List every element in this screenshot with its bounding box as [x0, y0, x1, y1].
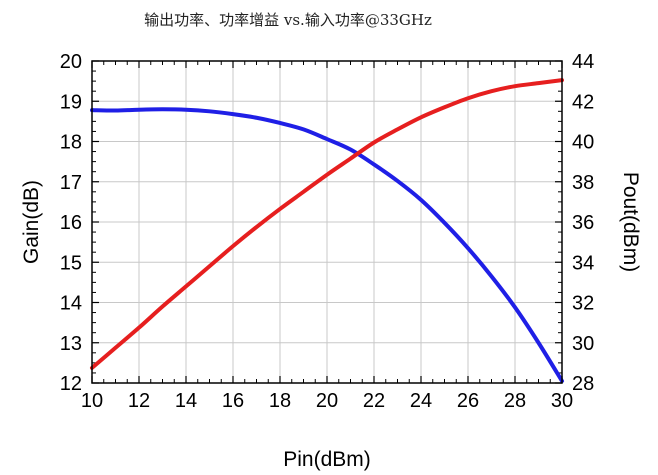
y-left-tick-label: 18 — [60, 132, 82, 154]
x-tick-label: 18 — [269, 390, 291, 412]
x-tick-label: 20 — [316, 390, 338, 412]
y-left-tick-label: 15 — [60, 252, 82, 274]
y-right-tick-label: 42 — [572, 91, 594, 113]
x-axis-label: Pin(dBm) — [283, 448, 371, 471]
x-tick-label: 28 — [504, 390, 526, 412]
x-tick-label: 24 — [410, 390, 432, 412]
x-tick-label: 26 — [457, 390, 479, 412]
y-left-tick-label: 12 — [60, 373, 82, 395]
plot-frame — [91, 60, 563, 384]
y-right-tick-label: 28 — [572, 373, 594, 395]
x-tick-label: 14 — [175, 390, 197, 412]
y-left-tick-label: 19 — [60, 91, 82, 113]
y-left-tick-label: 13 — [60, 333, 82, 355]
x-tick-labels: 10 12 14 16 18 20 22 24 26 28 30 — [81, 390, 573, 412]
y-right-tick-label: 34 — [572, 252, 594, 274]
y-right-tick-label: 40 — [572, 132, 594, 154]
gain-series-line — [90, 107, 564, 383]
y-right-tick-label: 38 — [572, 172, 594, 194]
y-right-tick-label: 44 — [572, 51, 594, 73]
y-left-tick-label: 16 — [60, 212, 82, 234]
x-tick-label: 12 — [128, 390, 150, 412]
y-left-tick-label: 14 — [60, 293, 82, 315]
chart-title: 输出功率、功率增益 vs.输入功率@33GHz — [144, 11, 432, 29]
y-right-tick-labels: 28 30 32 34 36 38 40 42 44 — [572, 51, 594, 395]
x-tick-label: 30 — [551, 390, 573, 412]
y-right-axis-label: Pout(dBm) — [619, 172, 642, 272]
pout-series-line — [90, 78, 564, 370]
series-lines — [90, 78, 564, 383]
x-tick-label: 10 — [81, 390, 103, 412]
y-left-tick-label: 17 — [60, 172, 82, 194]
y-right-tick-label: 30 — [572, 333, 594, 355]
y-left-axis-label: Gain(dB) — [20, 180, 43, 264]
y-right-tick-label: 32 — [572, 293, 594, 315]
y-left-tick-labels: 12 13 14 15 16 17 18 19 20 — [60, 51, 82, 395]
y-right-tick-label: 36 — [572, 212, 594, 234]
x-tick-label: 22 — [363, 390, 385, 412]
x-tick-label: 16 — [222, 390, 244, 412]
y-left-tick-label: 20 — [60, 51, 82, 73]
